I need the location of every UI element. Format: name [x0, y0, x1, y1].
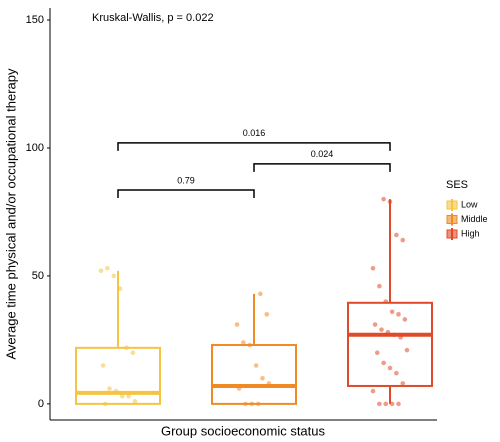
data-point [372, 322, 378, 327]
data-point [374, 350, 380, 355]
data-point [243, 401, 248, 407]
data-point [98, 268, 104, 274]
data-point [241, 340, 246, 345]
data-point [379, 327, 384, 332]
comparison-bracket [253, 163, 391, 172]
data-point [132, 399, 138, 404]
y-tick-label: 100 [26, 142, 44, 154]
legend-label: High [461, 228, 480, 238]
data-point [266, 381, 272, 386]
data-point [383, 401, 389, 407]
data-point [387, 365, 393, 371]
data-point [102, 401, 108, 407]
data-point [370, 265, 376, 271]
data-point [396, 312, 401, 317]
box [211, 344, 297, 405]
y-axis-label: Average time physical and/or occupationa… [3, 68, 18, 359]
legend-key [446, 229, 458, 239]
data-point [107, 386, 112, 391]
data-point [126, 393, 131, 399]
legend-label: Low [461, 199, 478, 209]
data-point [385, 329, 391, 335]
data-point [402, 317, 408, 322]
data-point [236, 386, 242, 391]
data-point [253, 363, 259, 368]
legend-label: Middle [461, 214, 488, 224]
data-point [117, 286, 123, 292]
data-point [381, 196, 386, 202]
data-point [387, 199, 393, 205]
annotation: Kruskal-Wallis, p = 0.022 [92, 12, 214, 24]
data-point [396, 401, 401, 407]
data-point [381, 360, 386, 366]
data-point [391, 332, 397, 338]
data-point [394, 232, 399, 238]
y-tick-label: 150 [26, 14, 44, 26]
box [347, 301, 433, 387]
x-axis-label: Group socioeconomic status [161, 423, 326, 438]
data-point [404, 347, 410, 353]
data-point [377, 283, 382, 289]
data-point [249, 401, 255, 407]
data-point [105, 265, 110, 271]
data-point [389, 401, 395, 407]
comparison-label: 0.79 [177, 175, 195, 185]
data-point [119, 393, 125, 399]
data-point [389, 309, 395, 315]
data-point [260, 375, 265, 381]
comparison-bracket [117, 189, 255, 198]
data-point [113, 388, 119, 394]
data-point [100, 363, 106, 368]
data-point [383, 299, 389, 304]
data-point [124, 345, 129, 350]
data-point [111, 273, 117, 279]
data-point [398, 335, 403, 340]
box [75, 346, 161, 405]
data-point [264, 312, 270, 317]
legend-key [446, 215, 458, 224]
data-point [247, 342, 253, 348]
y-tick-label: 0 [38, 398, 44, 410]
data-point [400, 237, 406, 243]
comparison-label: 0.016 [243, 128, 266, 138]
comparison-label: 0.024 [311, 149, 334, 159]
data-point [377, 401, 382, 407]
data-point [234, 322, 240, 327]
data-point [394, 370, 399, 376]
data-point [258, 291, 263, 297]
data-point [400, 381, 406, 386]
legend-key [446, 200, 458, 210]
comparison-bracket [117, 142, 391, 151]
legend-title: SES [446, 179, 468, 191]
data-point [130, 350, 136, 355]
data-point [255, 401, 261, 407]
data-point [370, 388, 376, 394]
y-tick-label: 50 [32, 270, 44, 282]
